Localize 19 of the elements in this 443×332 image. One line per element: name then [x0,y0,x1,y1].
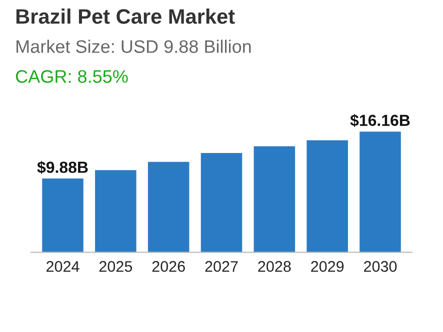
x-tick-label: 2025 [99,261,132,272]
bar [148,162,190,252]
x-tick-label: 2028 [258,261,291,272]
bar [42,178,84,252]
x-tick-label: 2026 [152,261,185,272]
bar [95,170,136,252]
x-tick-label: 2030 [364,261,397,272]
bar [200,152,242,252]
chart-title: Brazil Pet Care Market [16,8,235,24]
bar [254,146,296,252]
data-label: $9.88B [37,160,88,174]
x-tick-label: 2029 [311,261,344,272]
x-tick-label: 2024 [46,261,80,272]
bar [360,132,401,252]
chart-subtitle: Market Size: USD 9.88 Billion [16,40,251,53]
x-tick-label: 2027 [205,261,238,272]
data-label: $16.16B [350,114,410,128]
bar [306,140,348,252]
text: CAGR: 8.55% [16,70,128,83]
